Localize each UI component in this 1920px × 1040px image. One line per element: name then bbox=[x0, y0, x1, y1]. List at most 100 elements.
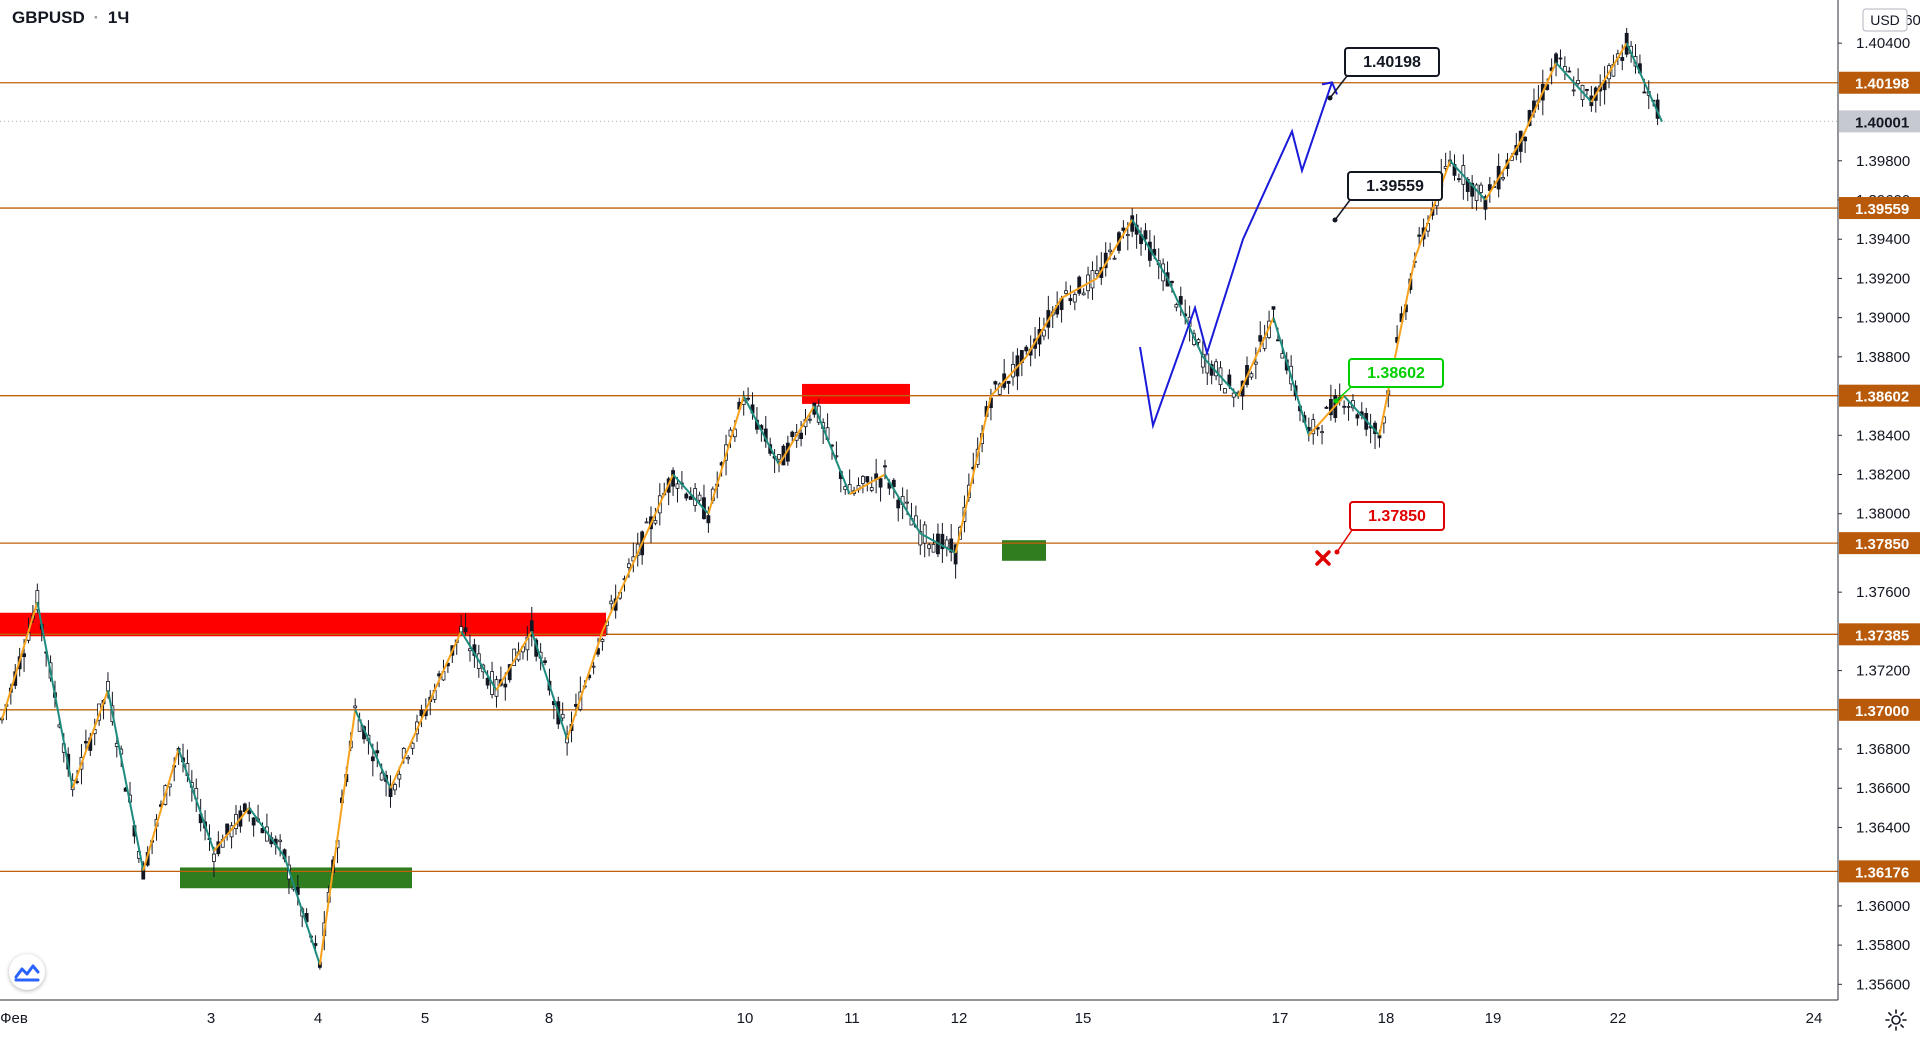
annotation-label: 1.39559 bbox=[1366, 178, 1424, 195]
candle-body bbox=[1558, 57, 1563, 60]
candle-body bbox=[1642, 91, 1647, 94]
time-tick-label: 24 bbox=[1806, 1010, 1823, 1027]
symbol-label[interactable]: GBPUSD bbox=[12, 8, 85, 27]
time-tick-label: Фев bbox=[0, 1010, 28, 1027]
projection-path bbox=[1139, 82, 1333, 430]
candle-body bbox=[600, 638, 605, 642]
candle-body bbox=[777, 454, 781, 460]
zigzag-segment bbox=[283, 856, 321, 966]
candle-body bbox=[627, 563, 631, 568]
zigzag-segment bbox=[460, 630, 498, 691]
time-tick-label: 5 bbox=[421, 1010, 429, 1027]
candle-body bbox=[949, 538, 954, 553]
zigzag-segment bbox=[389, 709, 427, 789]
zigzag-segment bbox=[1519, 62, 1557, 142]
level-price-label: 1.37000 bbox=[1855, 703, 1909, 720]
candle-body bbox=[883, 465, 887, 468]
interval-label[interactable]: 1Ч bbox=[107, 8, 130, 27]
annotation-label: 1.37850 bbox=[1368, 508, 1426, 525]
candle-body bbox=[437, 673, 441, 677]
settings-gear-icon[interactable] bbox=[1884, 1008, 1908, 1032]
candle-body bbox=[940, 533, 945, 550]
annotation-label: 1.40198 bbox=[1363, 54, 1421, 71]
annotation-box[interactable] bbox=[1347, 171, 1443, 201]
candle-body bbox=[1094, 270, 1099, 274]
candle-body bbox=[1377, 435, 1382, 439]
zigzag-segment bbox=[1166, 278, 1204, 358]
candle-body bbox=[1479, 184, 1483, 193]
candle-body bbox=[1170, 280, 1174, 284]
annotations-layer: 1.40198 1.39559 1.38602 1.37850 bbox=[1315, 47, 1445, 566]
level-price-tag bbox=[1839, 384, 1920, 407]
price-tick-label: 1.40400 bbox=[1856, 35, 1910, 52]
candle-body bbox=[1174, 304, 1179, 308]
zigzag-segment bbox=[1449, 160, 1487, 201]
price-tick-label: 1.39400 bbox=[1856, 231, 1910, 248]
candle-body bbox=[1108, 249, 1113, 253]
candle-body bbox=[83, 741, 88, 744]
candle-body bbox=[379, 772, 384, 781]
time-tick-label: 3 bbox=[207, 1010, 215, 1027]
time-tick-label: 8 bbox=[545, 1010, 553, 1027]
candle-body bbox=[410, 742, 415, 749]
zigzag-segment bbox=[106, 690, 145, 871]
candle-body bbox=[1523, 136, 1528, 142]
candle-body bbox=[953, 544, 958, 565]
zigzag-segment bbox=[1025, 297, 1063, 358]
candle-body bbox=[861, 476, 865, 484]
candle-body bbox=[406, 756, 411, 760]
candle-body bbox=[927, 544, 932, 549]
candle-body bbox=[260, 828, 265, 834]
demand-zone bbox=[180, 867, 412, 889]
zigzag-segment bbox=[495, 630, 533, 691]
candle-body bbox=[1355, 414, 1360, 419]
candle-body bbox=[1328, 398, 1333, 416]
candle-body bbox=[1567, 70, 1572, 73]
candle-body bbox=[1576, 79, 1581, 84]
candle-body bbox=[1006, 380, 1011, 384]
candle-body bbox=[1121, 227, 1126, 231]
candle-body bbox=[653, 520, 658, 524]
candle-body bbox=[591, 665, 596, 668]
time-tick-label: 12 bbox=[951, 1010, 968, 1027]
price-axis[interactable]: 1.406001.404001.398001.396001.394001.392… bbox=[1837, 0, 1920, 1040]
zigzag-segment bbox=[1061, 277, 1098, 299]
candle-body bbox=[993, 381, 998, 385]
candle-body bbox=[684, 493, 689, 499]
projection-layer bbox=[1139, 81, 1338, 430]
annotation-box[interactable] bbox=[1348, 358, 1444, 388]
candle-body bbox=[529, 620, 534, 637]
price-tick-label: 1.36000 bbox=[1856, 898, 1910, 915]
price-tick-label: 1.39200 bbox=[1856, 270, 1910, 287]
candle-body bbox=[799, 432, 803, 440]
zigzag-segment bbox=[1378, 258, 1416, 436]
logo-icon[interactable] bbox=[9, 954, 45, 990]
candle-body bbox=[1143, 230, 1148, 240]
candle-body bbox=[242, 803, 247, 813]
zigzag-segment bbox=[354, 709, 392, 789]
price-tick-label: 1.38800 bbox=[1856, 349, 1910, 366]
candle-body bbox=[697, 494, 702, 501]
currency-badge[interactable]: USD bbox=[1862, 8, 1908, 32]
price-tick-label: 1.39800 bbox=[1856, 153, 1910, 170]
candle-body bbox=[1258, 335, 1263, 342]
time-axis[interactable]: Фев 3 4 5 8 10 11 12 15 17 18 19 22 24 bbox=[0, 999, 1838, 1027]
candle-body bbox=[869, 487, 874, 491]
candle-body bbox=[1064, 290, 1068, 294]
candle-body bbox=[1042, 329, 1046, 337]
supply-zone bbox=[802, 383, 910, 404]
candle-body bbox=[35, 590, 40, 611]
candle-body bbox=[1125, 234, 1130, 237]
candle-body bbox=[1196, 339, 1201, 343]
candle-body bbox=[1280, 353, 1285, 359]
zigzag-segment bbox=[1202, 356, 1239, 397]
zigzag-segment bbox=[778, 405, 816, 466]
candle-body bbox=[419, 710, 424, 716]
time-tick-label: 4 bbox=[314, 1010, 322, 1027]
zigzag-segment bbox=[530, 631, 569, 740]
annotation-box[interactable] bbox=[1344, 47, 1440, 77]
annotation-anchor bbox=[1333, 398, 1339, 404]
zigzag-segment bbox=[1131, 219, 1169, 279]
annotation-box[interactable] bbox=[1349, 501, 1445, 531]
